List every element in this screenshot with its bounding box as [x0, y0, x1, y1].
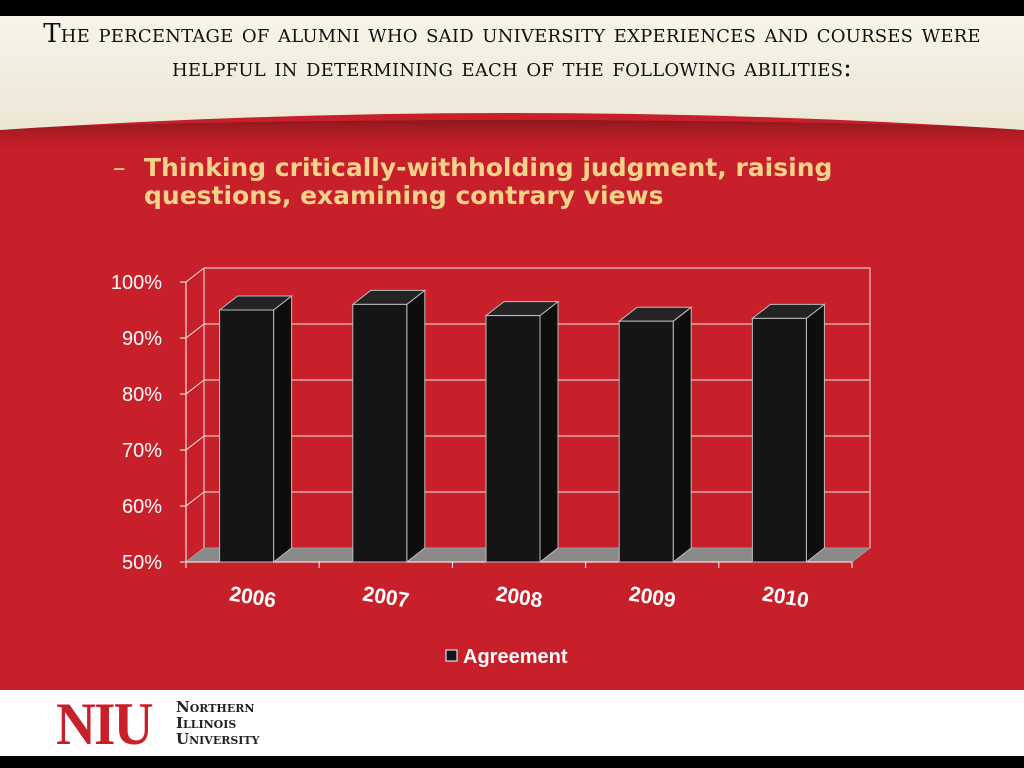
bar	[485, 315, 541, 563]
y-tick-label: 70%	[122, 440, 162, 462]
gridline-side	[185, 435, 205, 451]
x-tick-label: 2010	[761, 582, 811, 612]
y-tick-label: 60%	[122, 496, 162, 518]
slide-title: The percentage of alumni who said univer…	[43, 19, 981, 83]
bottom-border	[0, 756, 1024, 768]
bar-side	[539, 300, 559, 564]
footer: NIU Northern Illinois University	[0, 690, 1024, 756]
niu-logo-name: Northern Illinois University	[176, 699, 259, 747]
bar-side	[273, 294, 293, 564]
gridline-side	[185, 379, 205, 395]
y-tick-label: 50%	[122, 552, 162, 574]
logo-name-line: University	[176, 730, 260, 748]
bar	[751, 317, 807, 563]
x-tick-label: 2009	[627, 582, 677, 612]
top-border	[0, 0, 1024, 16]
bar	[352, 303, 408, 563]
bar-side	[672, 306, 692, 564]
bar-side	[406, 289, 426, 564]
legend-swatch	[445, 649, 458, 662]
logo-name-line: Northern	[176, 698, 255, 716]
legend-label: Agreement	[463, 646, 568, 668]
logo-name-line: Illinois	[176, 714, 237, 732]
y-tick-label: 100%	[111, 272, 162, 294]
header-band	[0, 16, 1024, 156]
y-tick-label: 80%	[122, 384, 162, 406]
x-tick-label: 2006	[228, 582, 278, 612]
x-tick-label: 2008	[494, 582, 544, 612]
bar-side	[805, 303, 825, 564]
niu-logo-mark: NIU	[56, 691, 154, 757]
gridline-side	[185, 267, 205, 283]
bullet-dash: –	[113, 153, 126, 182]
bullet-text: Thinking critically-withholding judgment…	[144, 153, 833, 210]
y-tick-label: 90%	[122, 328, 162, 350]
x-tick-label: 2007	[361, 582, 411, 612]
slide-bullet: – Thinking critically-withholding judgme…	[113, 153, 878, 210]
bar	[219, 309, 275, 563]
gridline-side	[185, 491, 205, 507]
gridline-side	[185, 323, 205, 339]
bar	[618, 320, 674, 563]
bar-chart: 50% 60% 70% 80% 90% 100% 2006 2007 2008 2009 2010 A…	[111, 267, 872, 668]
